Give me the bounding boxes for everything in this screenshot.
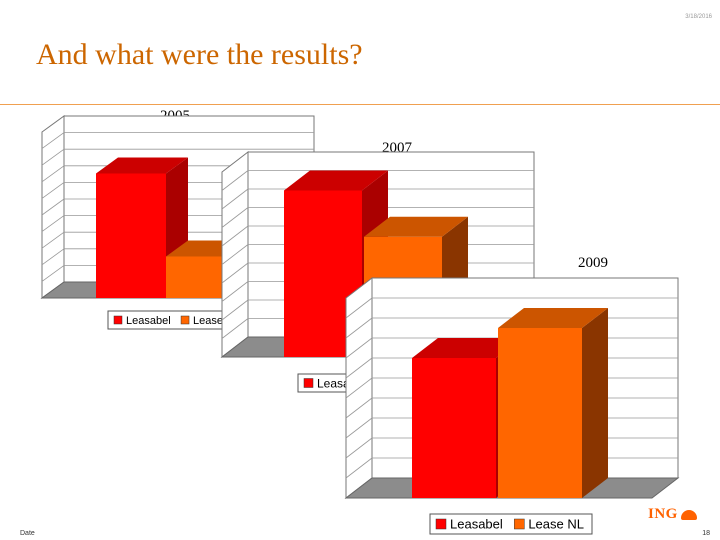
gridline xyxy=(221,262,249,284)
gridline xyxy=(221,318,249,339)
gridline xyxy=(345,337,373,359)
page-number: 18 xyxy=(702,530,710,537)
bar-top xyxy=(412,338,522,358)
bar-leasabel xyxy=(96,173,166,298)
gridline xyxy=(221,188,249,210)
gridline xyxy=(41,215,65,232)
gridline xyxy=(41,132,65,149)
gridline xyxy=(41,182,65,199)
gridline xyxy=(345,417,373,439)
gridline xyxy=(41,265,65,282)
slide-date: 3/18/2016 xyxy=(685,14,712,20)
gridline xyxy=(221,244,249,265)
ing-logo: ING xyxy=(648,506,697,523)
gridline xyxy=(221,281,249,302)
gridline xyxy=(221,170,249,191)
gridline xyxy=(41,165,65,183)
gridline xyxy=(345,317,373,339)
lion-icon xyxy=(680,509,697,520)
legend-label: Lease NL xyxy=(528,517,584,532)
footer-date: Date xyxy=(20,530,35,537)
legend-swatch xyxy=(435,518,447,530)
gridline xyxy=(41,231,65,249)
bar-top xyxy=(498,308,608,328)
legend-label: Leasabel xyxy=(450,517,503,532)
legend-swatch xyxy=(303,378,314,388)
gridline xyxy=(345,297,373,319)
bar-top xyxy=(364,216,468,237)
legend-label: Leasabel xyxy=(126,315,171,327)
legend-box xyxy=(429,513,593,535)
gridline xyxy=(345,377,373,399)
slide-title: And what were the results? xyxy=(36,38,363,71)
legend-swatch xyxy=(180,315,190,325)
gridline xyxy=(221,207,249,228)
gridline xyxy=(345,397,373,419)
gridline xyxy=(41,148,65,166)
gridline xyxy=(345,457,373,479)
bar-side xyxy=(582,308,608,498)
bar-lease-nl xyxy=(498,328,582,498)
gridline xyxy=(221,299,249,321)
gridline xyxy=(41,248,65,266)
gridline xyxy=(345,437,373,459)
chart-title-2009: 2009 xyxy=(578,255,608,271)
gridline xyxy=(221,225,249,247)
title-divider xyxy=(0,104,720,105)
bar-top xyxy=(96,157,188,174)
bar-top xyxy=(284,170,388,191)
legend-swatch xyxy=(514,518,525,530)
gridline xyxy=(41,198,65,216)
bar-leasabel xyxy=(412,358,496,498)
gridline xyxy=(345,357,373,379)
legend-swatch xyxy=(113,315,123,325)
ing-logo-text: ING xyxy=(648,506,678,522)
